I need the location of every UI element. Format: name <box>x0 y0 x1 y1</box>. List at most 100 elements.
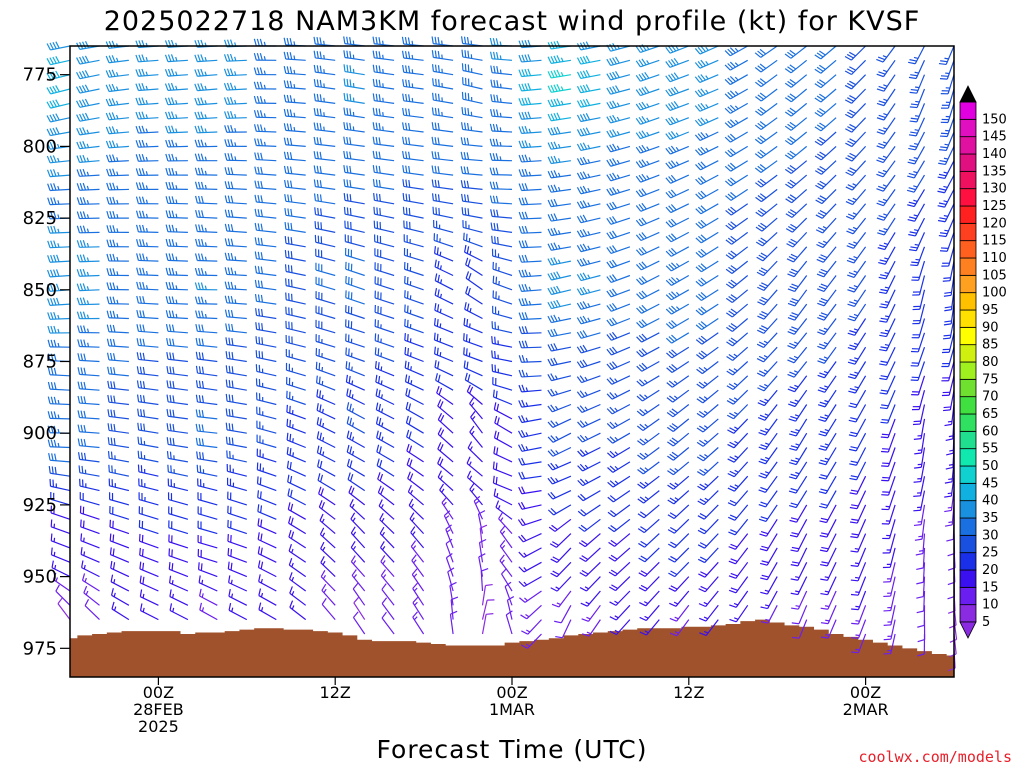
wind-barb <box>665 188 690 199</box>
colorbar-swatch <box>959 465 977 484</box>
wind-barb <box>547 170 571 179</box>
wind-barb <box>576 375 601 384</box>
wind-barb <box>844 88 867 104</box>
wind-barb <box>606 302 631 312</box>
wind-barb <box>939 117 955 138</box>
x-tick-label: 2MAR <box>843 700 889 719</box>
wind-barb <box>851 633 867 654</box>
wind-barb <box>256 392 277 406</box>
wind-barb <box>635 130 660 140</box>
wind-barb <box>520 604 542 620</box>
wind-barb <box>725 188 749 201</box>
wind-barb <box>345 261 365 277</box>
wind-barb <box>938 45 955 66</box>
wind-barb <box>194 68 218 77</box>
wind-barb <box>343 193 365 205</box>
wind-barb <box>547 328 572 338</box>
wind-barb <box>698 561 719 578</box>
wind-barb <box>343 64 365 76</box>
wind-barb <box>137 408 159 420</box>
wind-barb <box>432 206 454 219</box>
wind-barb <box>466 384 483 405</box>
wind-barb <box>402 136 424 147</box>
wind-barb <box>197 548 218 563</box>
wind-barb <box>848 389 867 409</box>
wind-barb <box>547 403 572 413</box>
wind-barb <box>492 275 513 291</box>
wind-barb <box>346 402 365 420</box>
wind-barb <box>576 359 601 369</box>
wind-barb <box>461 207 483 219</box>
wind-barb <box>461 91 483 104</box>
wind-barb <box>47 225 71 234</box>
wind-barb <box>105 69 129 78</box>
wind-barb <box>576 243 601 253</box>
wind-barb <box>253 67 277 76</box>
wind-barb <box>815 174 837 190</box>
wind-barb <box>284 194 306 205</box>
wind-barb <box>166 380 188 391</box>
wind-barb <box>667 461 690 476</box>
wind-barb <box>109 492 130 506</box>
wind-barb <box>380 569 395 592</box>
wind-barb <box>638 576 660 592</box>
wind-barb <box>635 202 660 212</box>
wind-barb <box>313 50 336 61</box>
wind-barb <box>381 597 395 620</box>
wind-barb <box>165 125 188 134</box>
wind-barb <box>757 404 778 421</box>
wind-barb <box>165 238 188 248</box>
wind-barb <box>606 360 631 371</box>
colorbar-label: 80 <box>982 355 999 370</box>
wind-barb <box>637 475 660 489</box>
wind-barb <box>315 375 336 391</box>
wind-barb <box>376 430 395 449</box>
wind-barb <box>404 374 424 391</box>
wind-barb <box>372 136 395 147</box>
wind-barb <box>194 139 218 148</box>
colorbar-swatch <box>959 586 977 606</box>
wind-barb <box>665 174 690 184</box>
wind-barb <box>284 250 306 262</box>
wind-barb <box>164 97 188 106</box>
wind-barb <box>283 94 306 104</box>
wind-barb <box>696 447 719 462</box>
wind-barb <box>226 477 247 492</box>
colorbar-label: 120 <box>982 216 1007 231</box>
wind-barb <box>635 173 660 183</box>
wind-barb <box>318 486 336 506</box>
colorbar-swatch <box>959 309 977 328</box>
wind-barb <box>694 117 719 127</box>
wind-barb <box>344 220 365 233</box>
wind-barb <box>194 181 218 190</box>
wind-barb <box>695 274 719 287</box>
wind-barb <box>106 282 129 291</box>
wind-barb <box>352 611 366 635</box>
wind-barb <box>665 131 690 140</box>
wind-barb <box>755 174 778 188</box>
x-tick-label: 12Z <box>320 683 351 702</box>
y-tick-label: 775 <box>23 65 57 86</box>
wind-barb <box>696 418 719 433</box>
wind-barb <box>820 590 837 610</box>
wind-barb <box>136 239 159 248</box>
wind-barb <box>912 303 926 325</box>
wind-barb <box>817 389 837 408</box>
wind-barb <box>80 547 100 563</box>
colorbar-label: 35 <box>982 511 999 526</box>
wind-barb <box>814 160 837 175</box>
wind-barb <box>283 137 306 147</box>
colorbar-swatch <box>959 378 977 398</box>
wind-barb <box>437 427 454 448</box>
wind-barb <box>914 519 926 541</box>
wind-barb <box>878 260 896 280</box>
wind-barb <box>464 302 483 320</box>
wind-barb <box>346 388 365 406</box>
wind-barb <box>699 619 719 637</box>
wind-barb <box>225 365 247 377</box>
wind-barb <box>107 380 129 391</box>
wind-barb <box>606 432 631 444</box>
wind-barb <box>845 145 867 162</box>
wind-barb <box>580 590 601 607</box>
wind-barb <box>480 568 489 592</box>
